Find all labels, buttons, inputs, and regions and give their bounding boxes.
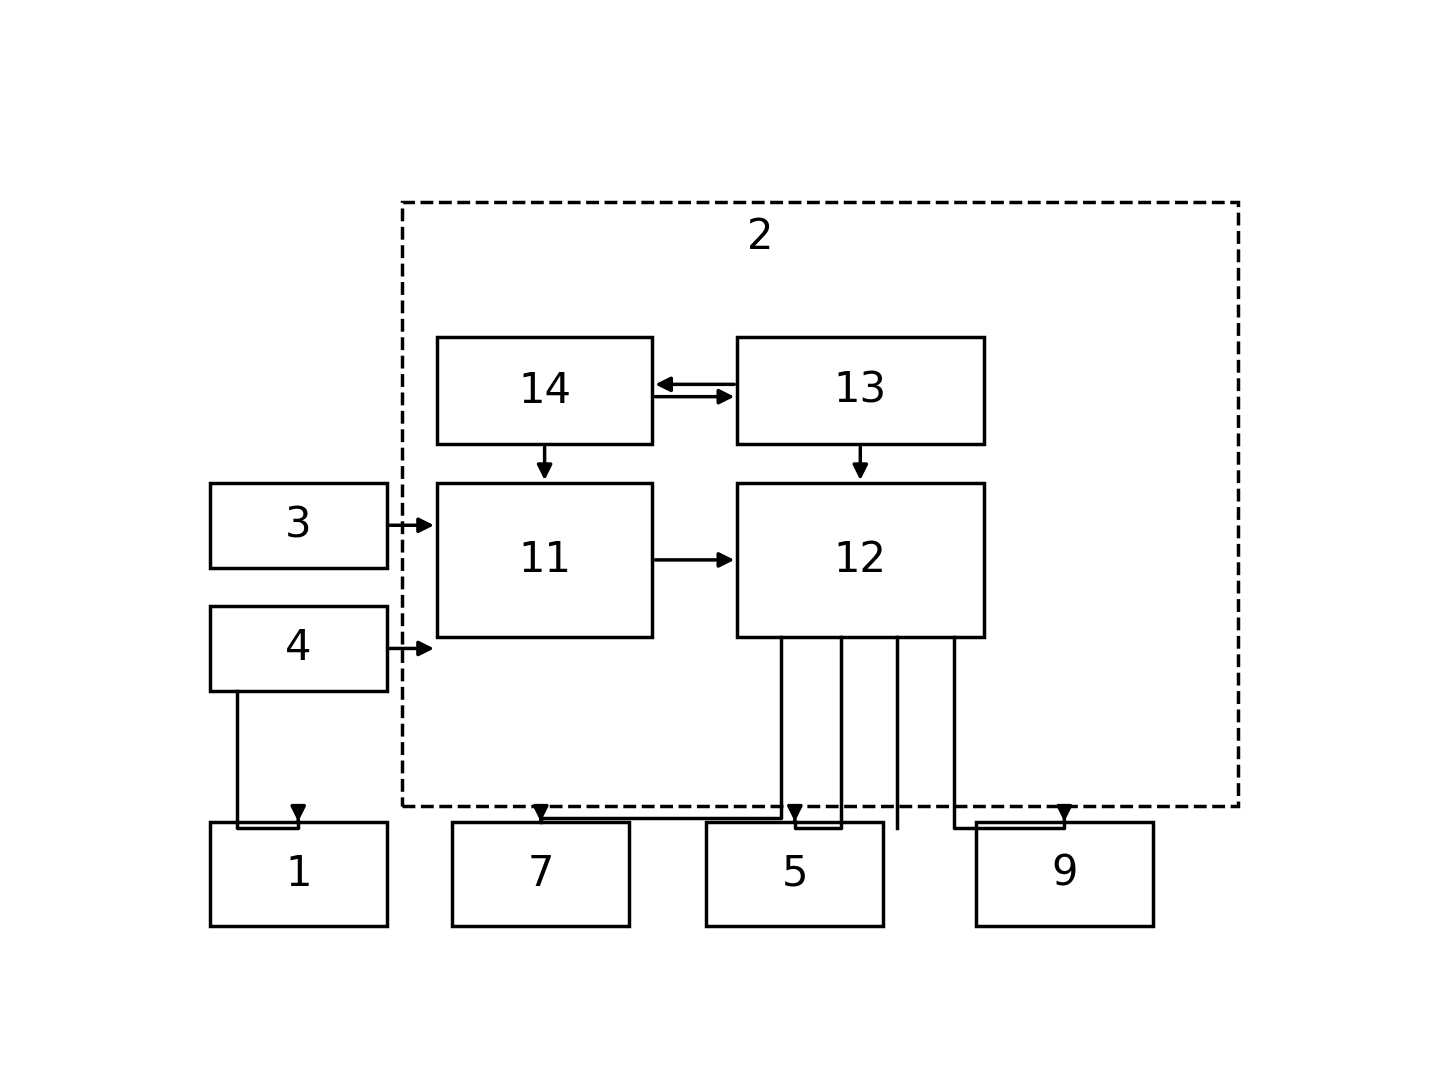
Text: 14: 14 [519, 369, 572, 411]
Bar [976, 822, 1154, 926]
Text: 13: 13 [834, 369, 887, 411]
Bar [437, 483, 652, 637]
Text: 3: 3 [285, 504, 311, 546]
Bar [403, 202, 1238, 806]
Text: 9: 9 [1052, 852, 1078, 894]
Text: 1: 1 [285, 852, 311, 894]
Text: 11: 11 [519, 538, 572, 581]
Bar [737, 483, 983, 637]
Bar [437, 337, 652, 445]
Text: 4: 4 [285, 628, 311, 669]
Bar [706, 822, 883, 926]
Text: 5: 5 [781, 852, 808, 894]
Text: 2: 2 [747, 216, 774, 258]
Bar [209, 822, 387, 926]
Text: 7: 7 [527, 852, 555, 894]
Bar [737, 337, 983, 445]
Bar [453, 822, 629, 926]
Text: 12: 12 [834, 538, 887, 581]
Bar [209, 606, 387, 691]
Bar [209, 483, 387, 568]
